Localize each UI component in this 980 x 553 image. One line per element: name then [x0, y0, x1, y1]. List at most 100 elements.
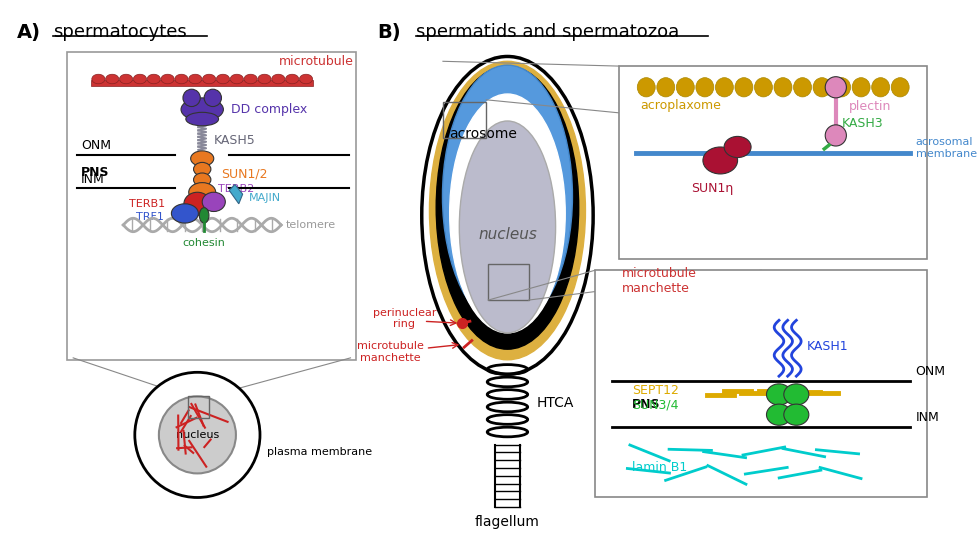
Text: MAJIN: MAJIN [249, 193, 280, 203]
Ellipse shape [429, 61, 585, 360]
Ellipse shape [204, 89, 221, 107]
Ellipse shape [676, 77, 694, 97]
Polygon shape [229, 185, 243, 204]
Ellipse shape [161, 74, 174, 84]
Ellipse shape [199, 208, 209, 223]
Ellipse shape [715, 77, 733, 97]
Text: nucleus: nucleus [478, 227, 537, 242]
Bar [443, 102, 486, 138]
Ellipse shape [696, 77, 713, 97]
Text: microtubule
manchette: microtubule manchette [357, 341, 423, 363]
Bar [68, 51, 357, 360]
Ellipse shape [258, 74, 271, 84]
Text: B): B) [377, 23, 401, 42]
Ellipse shape [244, 74, 257, 84]
Text: KASH3: KASH3 [842, 117, 883, 131]
Text: SUN1η: SUN1η [692, 181, 734, 195]
Ellipse shape [450, 94, 565, 333]
Ellipse shape [120, 74, 132, 84]
Text: INM: INM [915, 411, 940, 424]
Ellipse shape [217, 74, 229, 84]
Ellipse shape [189, 74, 202, 84]
Ellipse shape [442, 65, 572, 327]
Ellipse shape [92, 74, 105, 84]
Ellipse shape [755, 77, 772, 97]
Ellipse shape [766, 384, 792, 405]
Ellipse shape [851, 304, 867, 312]
Text: telomere: telomere [286, 220, 336, 230]
Text: SEPT12: SEPT12 [632, 384, 678, 397]
Text: plasma membrane: plasma membrane [267, 447, 371, 457]
Text: PNS: PNS [632, 398, 661, 410]
Ellipse shape [780, 304, 797, 312]
Circle shape [135, 372, 260, 498]
Ellipse shape [172, 204, 198, 223]
Ellipse shape [825, 125, 847, 146]
Bar [488, 263, 528, 300]
Text: plectin: plectin [850, 100, 892, 113]
Text: cohesin: cohesin [182, 238, 225, 248]
Text: PNS: PNS [81, 166, 110, 180]
Ellipse shape [300, 74, 313, 84]
Ellipse shape [147, 74, 161, 84]
Bar [91, 80, 313, 86]
Ellipse shape [183, 89, 200, 107]
Ellipse shape [184, 192, 211, 215]
Text: KASH1: KASH1 [807, 340, 849, 353]
Ellipse shape [436, 66, 579, 349]
Ellipse shape [133, 74, 146, 84]
Ellipse shape [202, 192, 225, 211]
Circle shape [159, 397, 236, 473]
Ellipse shape [421, 56, 593, 374]
Ellipse shape [271, 74, 285, 84]
Text: SUN3/4: SUN3/4 [632, 398, 678, 411]
Ellipse shape [825, 77, 847, 98]
Text: TRF1: TRF1 [136, 212, 164, 222]
Text: acrosomal
membrane: acrosomal membrane [915, 137, 977, 159]
Ellipse shape [794, 77, 811, 97]
Ellipse shape [784, 404, 808, 425]
Text: nucleus: nucleus [175, 430, 219, 440]
Ellipse shape [833, 77, 851, 97]
Ellipse shape [203, 74, 216, 84]
Ellipse shape [189, 182, 216, 202]
Ellipse shape [106, 74, 119, 84]
Ellipse shape [766, 404, 792, 425]
Ellipse shape [193, 163, 211, 176]
Ellipse shape [724, 137, 751, 158]
Ellipse shape [868, 304, 885, 312]
Ellipse shape [285, 74, 299, 84]
Text: acrosome: acrosome [450, 127, 517, 140]
Ellipse shape [871, 77, 890, 97]
Ellipse shape [784, 384, 808, 405]
Ellipse shape [191, 151, 214, 166]
Ellipse shape [174, 74, 188, 84]
Text: spermatids and spermatozoa: spermatids and spermatozoa [416, 23, 679, 41]
Text: INM: INM [81, 173, 105, 185]
Text: TERB1: TERB1 [129, 199, 166, 209]
Text: acroplaxome: acroplaxome [640, 99, 721, 112]
Ellipse shape [745, 304, 761, 312]
Ellipse shape [853, 77, 870, 97]
Text: DD complex: DD complex [231, 103, 308, 116]
Ellipse shape [774, 77, 792, 97]
Ellipse shape [657, 77, 675, 97]
Ellipse shape [193, 173, 211, 186]
Text: ONM: ONM [915, 365, 946, 378]
Ellipse shape [815, 304, 832, 312]
Ellipse shape [460, 121, 556, 333]
Ellipse shape [813, 77, 831, 97]
Text: perinuclear
ring: perinuclear ring [372, 307, 436, 329]
Ellipse shape [735, 77, 753, 97]
Ellipse shape [891, 77, 909, 97]
Text: SUN1/2: SUN1/2 [221, 168, 268, 180]
Ellipse shape [798, 304, 814, 312]
Text: TERB2: TERB2 [218, 184, 254, 194]
Ellipse shape [762, 304, 779, 312]
Text: A): A) [18, 23, 41, 42]
Bar [691, 309, 904, 314]
Text: KASH5: KASH5 [214, 134, 256, 147]
Ellipse shape [692, 304, 709, 312]
Ellipse shape [230, 74, 243, 84]
Ellipse shape [727, 304, 744, 312]
